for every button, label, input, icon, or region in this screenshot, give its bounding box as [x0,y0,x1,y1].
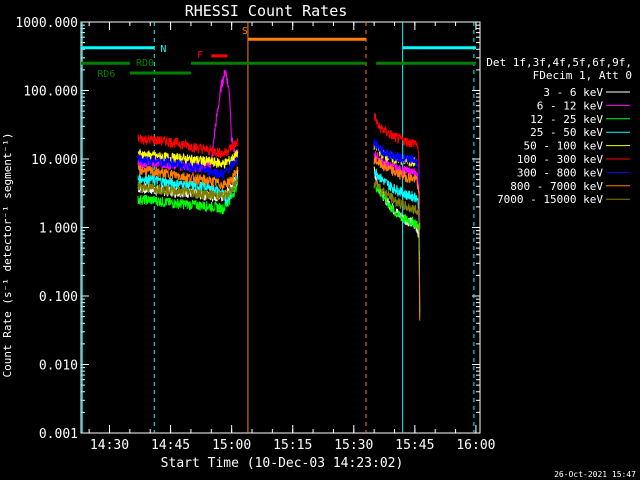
series-line-25-50kev [373,168,421,312]
x-tick-label: 15:15 [273,438,312,453]
legend-header: FDecim 1, Att 0 [533,69,632,82]
y-tick-label: 0.100 [39,290,78,305]
state-bars: RD0 RD6 N S F [81,26,476,80]
y-tick-label: 100.000 [23,85,78,100]
y-axis-label: Count Rate (s⁻¹ detector⁻¹ segment⁻¹) [1,132,14,377]
legend-entry-label: 7000 - 15000 keV [497,193,603,206]
vertical-markers [81,22,475,433]
x-tick-label: 16:00 [456,438,495,453]
axes: 0.001 0.010 0.100 1.000 10.000 100.000 1000.00… [15,16,495,453]
state-label-n: N [160,44,166,55]
timestamp: 26-Oct-2021 15:47 [554,470,636,479]
state-label-rd6: RD6 [97,69,115,80]
legend-entry-label: 25 - 50 keV [530,126,603,139]
legend-entry-label: 800 - 7000 keV [510,180,603,193]
legend-entry-label: 300 - 800 keV [517,166,603,179]
legend-entry-label: 6 - 12 keV [537,99,604,112]
series-line-100-300kev [137,134,239,159]
series-line-800-7000kev [373,156,421,321]
legend-entry-label: 12 - 25 keV [530,113,603,126]
x-axis-label: Start Time (10-Dec-03 14:23:02) [161,456,404,471]
y-tick-label: 0.001 [39,427,78,442]
series-lines [137,69,421,321]
y-tick-label: 1000.000 [15,16,78,31]
chart-title: RHESSI Count Rates [185,2,348,20]
state-label-f: F [197,50,203,61]
legend-header: Det 1f,3f,4f,5f,6f,9f, [486,56,632,69]
series-line-800-7000kev [137,163,239,191]
x-tick-label: 15:00 [212,438,251,453]
x-tick-label: 14:45 [151,438,190,453]
y-tick-label: 1.000 [39,222,78,237]
legend-entry-label: 50 - 100 keV [524,140,604,153]
legend-entry-label: 100 - 300 keV [517,153,603,166]
legend-entry-label: 3 - 6 keV [543,86,603,99]
legend: Det 1f,3f,4f,5f,6f,9f,FDecim 1, Att 0 3 -… [486,56,632,206]
state-label-rd0: RD0 [136,58,154,69]
series-line-100-300kev [373,112,421,205]
y-tick-label: 10.000 [31,153,78,168]
series-line-300-800kev [137,152,238,180]
series-line-12-25kev [137,178,239,215]
x-tick-label: 14:30 [90,438,129,453]
series-line-7000-15000kev [373,178,421,252]
series-line-300-800kev [373,138,421,223]
y-tick-label: 0.010 [39,359,78,374]
x-tick-label: 15:45 [395,438,434,453]
x-tick-label: 15:30 [334,438,373,453]
series-line-7000-15000kev [137,178,239,201]
state-label-s: S [242,26,248,37]
